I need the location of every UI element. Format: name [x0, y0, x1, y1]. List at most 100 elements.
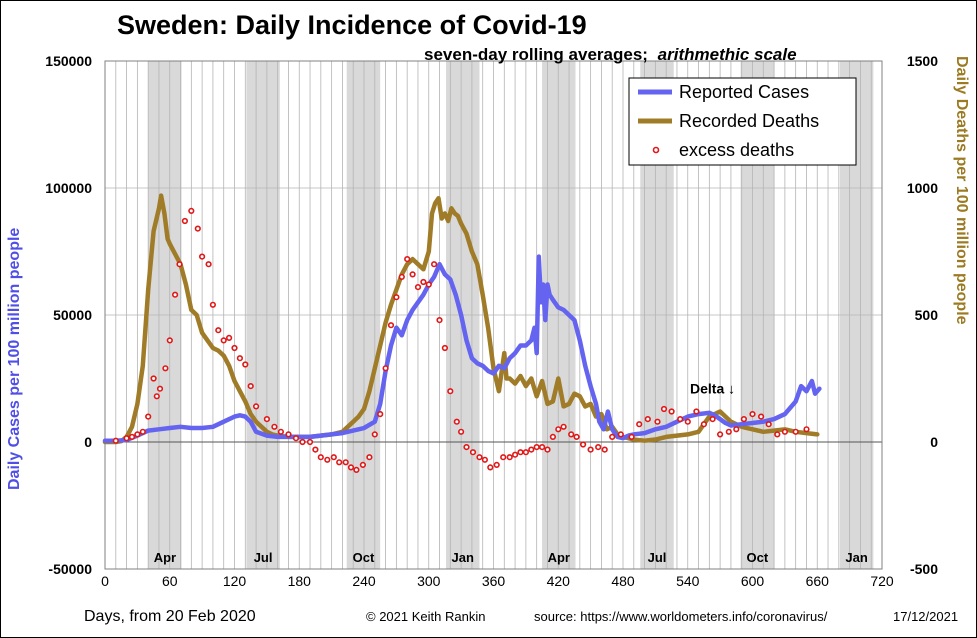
- excess-deaths-points: [112, 207, 810, 474]
- excess-death-point-80: [573, 433, 580, 441]
- excess-death-point-58: [447, 388, 454, 395]
- excess-death-point-19: [215, 327, 222, 334]
- excess-death-point-15: [194, 225, 201, 232]
- y-right-tick-0: 0: [930, 434, 938, 450]
- excess-death-point-88: [636, 421, 643, 428]
- y-left-tick-labels: -50000 0 50000 100000 150000: [45, 53, 92, 577]
- excess-death-point-95: [693, 408, 700, 415]
- excess-death-point-32: [299, 438, 306, 446]
- excess-death-point-26: [253, 403, 260, 410]
- excess-death-point-93: [677, 416, 684, 423]
- excess-death-point-42: [359, 461, 367, 469]
- excess-death-point-37: [330, 454, 337, 461]
- month-label-0-apr: Apr: [154, 550, 176, 565]
- excess-death-point-35: [317, 454, 324, 461]
- footer-source: source: https://www.worldometers.info/co…: [534, 609, 828, 624]
- excess-death-point-63: [476, 454, 483, 461]
- excess-death-point-33: [306, 438, 314, 446]
- excess-death-point-72: [528, 446, 535, 453]
- footer-copyright: © 2021 Keith Rankin: [366, 609, 485, 624]
- excess-death-point-75: [544, 446, 551, 453]
- excess-death-point-97: [709, 416, 716, 423]
- excess-death-point-103: [757, 413, 765, 420]
- excess-death-point-55: [431, 261, 438, 268]
- excess-death-point-0: [112, 437, 119, 444]
- y-right-tick-500: 500: [915, 307, 939, 323]
- x-tick-180: 180: [288, 573, 312, 589]
- excess-death-point-13: [181, 217, 188, 225]
- excess-death-point-70: [517, 449, 524, 456]
- legend-label-reported-cases: Reported Cases: [679, 82, 809, 102]
- excess-death-point-56: [436, 317, 443, 324]
- month-label-2-oct: Oct: [353, 550, 375, 565]
- excess-death-point-104: [765, 421, 772, 428]
- excess-death-point-54: [425, 281, 432, 288]
- excess-death-point-2: [128, 433, 136, 441]
- excess-death-point-92: [668, 408, 675, 415]
- excess-death-point-51: [409, 271, 416, 278]
- x-tick-540: 540: [676, 573, 700, 589]
- y-left-tick-0: 0: [84, 434, 92, 450]
- excess-death-point-86: [617, 431, 624, 438]
- excess-death-point-85: [609, 433, 616, 441]
- excess-death-point-90: [654, 418, 661, 425]
- excess-death-point-12: [176, 261, 183, 268]
- month-label-1-jul: Jul: [254, 550, 273, 565]
- x-axis-label: Days, from 20 Feb 2020: [84, 608, 256, 625]
- y-left-tick--50000: -50000: [48, 561, 92, 577]
- legend-label-recorded-deaths: Recorded Deaths: [679, 111, 819, 131]
- excess-death-point-99: [725, 428, 732, 435]
- excess-death-point-27: [263, 416, 271, 423]
- excess-death-point-5: [145, 413, 152, 420]
- excess-death-point-102: [749, 411, 756, 418]
- excess-death-point-20: [220, 337, 227, 344]
- x-tick-0: 0: [101, 573, 109, 589]
- excess-death-point-57: [441, 344, 449, 352]
- chart-subtitle: seven-day rolling averages; arithmethic …: [424, 45, 797, 64]
- excess-death-point-108: [803, 426, 810, 433]
- excess-death-point-1: [123, 435, 130, 442]
- excess-death-point-4: [139, 428, 146, 435]
- month-label-4-apr: Apr: [548, 550, 570, 565]
- excess-death-point-77: [555, 426, 562, 433]
- y-right-tick--500: -500: [910, 561, 938, 577]
- excess-death-point-45: [377, 411, 384, 418]
- excess-death-point-48: [393, 294, 400, 301]
- excess-death-point-44: [371, 431, 378, 438]
- x-tick-600: 600: [741, 573, 765, 589]
- x-tick-720: 720: [870, 573, 894, 589]
- x-tick-660: 660: [806, 573, 830, 589]
- excess-death-point-41: [353, 466, 360, 474]
- excess-death-point-107: [792, 428, 799, 435]
- excess-death-point-8: [156, 385, 164, 392]
- excess-death-point-62: [469, 449, 477, 456]
- y-axis-left-label: Daily Cases per 100 million people: [6, 228, 23, 490]
- y-axis-right-label: Daily Deaths per 100 million people: [953, 56, 970, 325]
- excess-death-point-18: [209, 301, 216, 308]
- excess-death-point-9: [162, 365, 169, 372]
- horizontal-gridlines: [104, 60, 883, 570]
- excess-death-point-16: [199, 253, 206, 260]
- excess-death-point-66: [493, 461, 500, 469]
- excess-death-point-79: [568, 431, 575, 438]
- excess-death-point-30: [285, 431, 292, 438]
- x-tick-360: 360: [482, 573, 506, 589]
- month-labels: Apr Jul Oct Jan Apr Jul Oct Jan: [154, 550, 868, 565]
- excess-death-point-29: [277, 428, 285, 435]
- excess-death-point-25: [247, 383, 254, 390]
- excess-death-point-14: [188, 207, 195, 214]
- excess-death-point-96: [700, 421, 708, 428]
- excess-death-point-68: [506, 454, 513, 461]
- chart-subtitle-main: seven-day rolling averages;: [424, 45, 648, 64]
- excess-death-point-6: [150, 375, 157, 382]
- excess-death-point-36: [324, 456, 331, 463]
- month-label-3-jan: Jan: [452, 550, 474, 565]
- excess-death-point-31: [292, 435, 300, 442]
- excess-death-point-106: [781, 428, 789, 435]
- excess-death-point-52: [414, 284, 422, 291]
- x-tick-120: 120: [223, 573, 247, 589]
- y-left-tick-150000: 150000: [45, 53, 92, 69]
- excess-death-point-38: [336, 459, 343, 466]
- excess-death-point-87: [628, 433, 635, 441]
